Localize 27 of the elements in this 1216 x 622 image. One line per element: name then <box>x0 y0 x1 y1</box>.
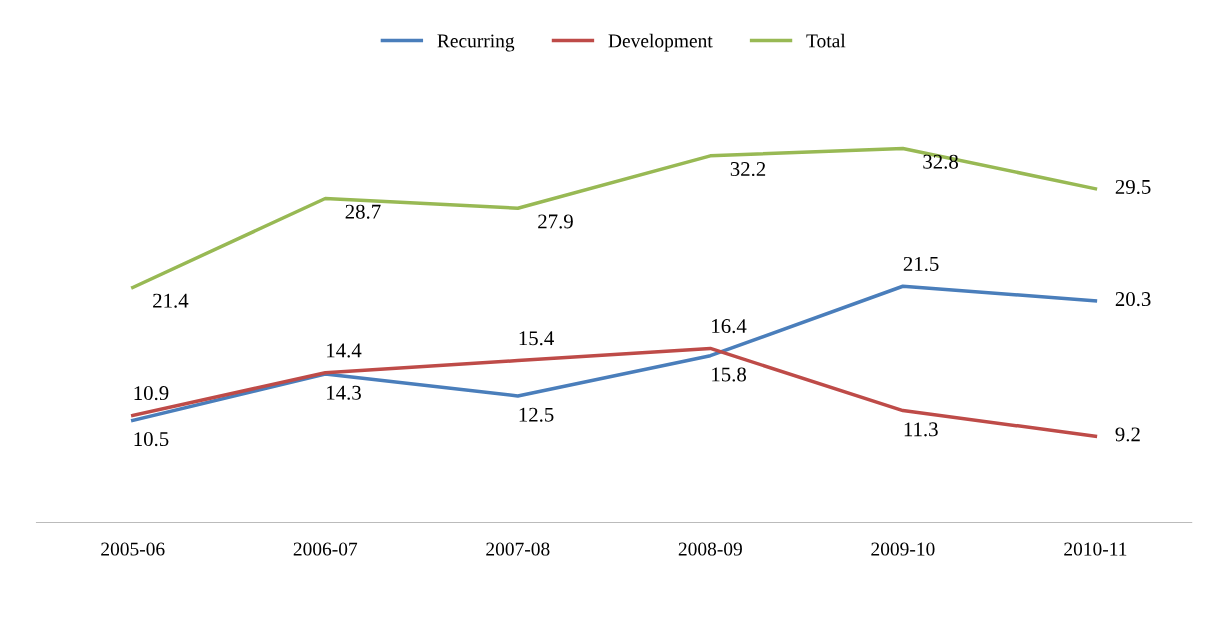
x-tick-label: 2010-11 <box>1064 542 1127 556</box>
data-label: 29.5 <box>1115 179 1151 195</box>
x-tick-label: 2009-10 <box>871 542 935 556</box>
data-label: 28.7 <box>345 204 381 219</box>
data-label: 10.9 <box>134 386 169 401</box>
data-label: 14.3 <box>327 385 361 400</box>
x-tick-label: 2005-06 <box>101 542 165 556</box>
data-label: 21.4 <box>153 293 189 308</box>
data-label: 20.3 <box>1115 292 1151 307</box>
x-tick-label: 2008-09 <box>678 542 742 556</box>
data-label: 11.3 <box>904 422 938 437</box>
data-label: 16.4 <box>712 319 747 334</box>
legend-label: Total <box>806 33 846 48</box>
legend-label: Development <box>608 33 713 52</box>
data-label: 14.4 <box>327 343 362 358</box>
data-label: 27.9 <box>538 214 573 229</box>
x-tick-label: 2007-08 <box>486 542 550 556</box>
data-label: 9.2 <box>1115 427 1140 442</box>
data-label: 32.2 <box>730 162 766 177</box>
x-tick-label: 2006-07 <box>293 542 358 556</box>
data-label: 12.5 <box>519 407 554 422</box>
data-label: 10.5 <box>134 432 169 447</box>
data-label: 15.8 <box>712 367 747 382</box>
data-label: 21.5 <box>903 256 939 271</box>
data-label: 15.4 <box>519 331 554 346</box>
data-label: 32.8 <box>923 154 958 169</box>
legend-label: Recurring <box>437 34 515 52</box>
